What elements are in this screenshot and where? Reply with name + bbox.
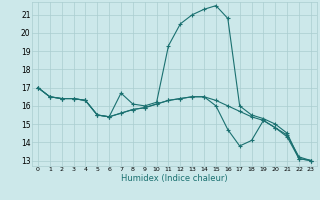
X-axis label: Humidex (Indice chaleur): Humidex (Indice chaleur) (121, 174, 228, 183)
